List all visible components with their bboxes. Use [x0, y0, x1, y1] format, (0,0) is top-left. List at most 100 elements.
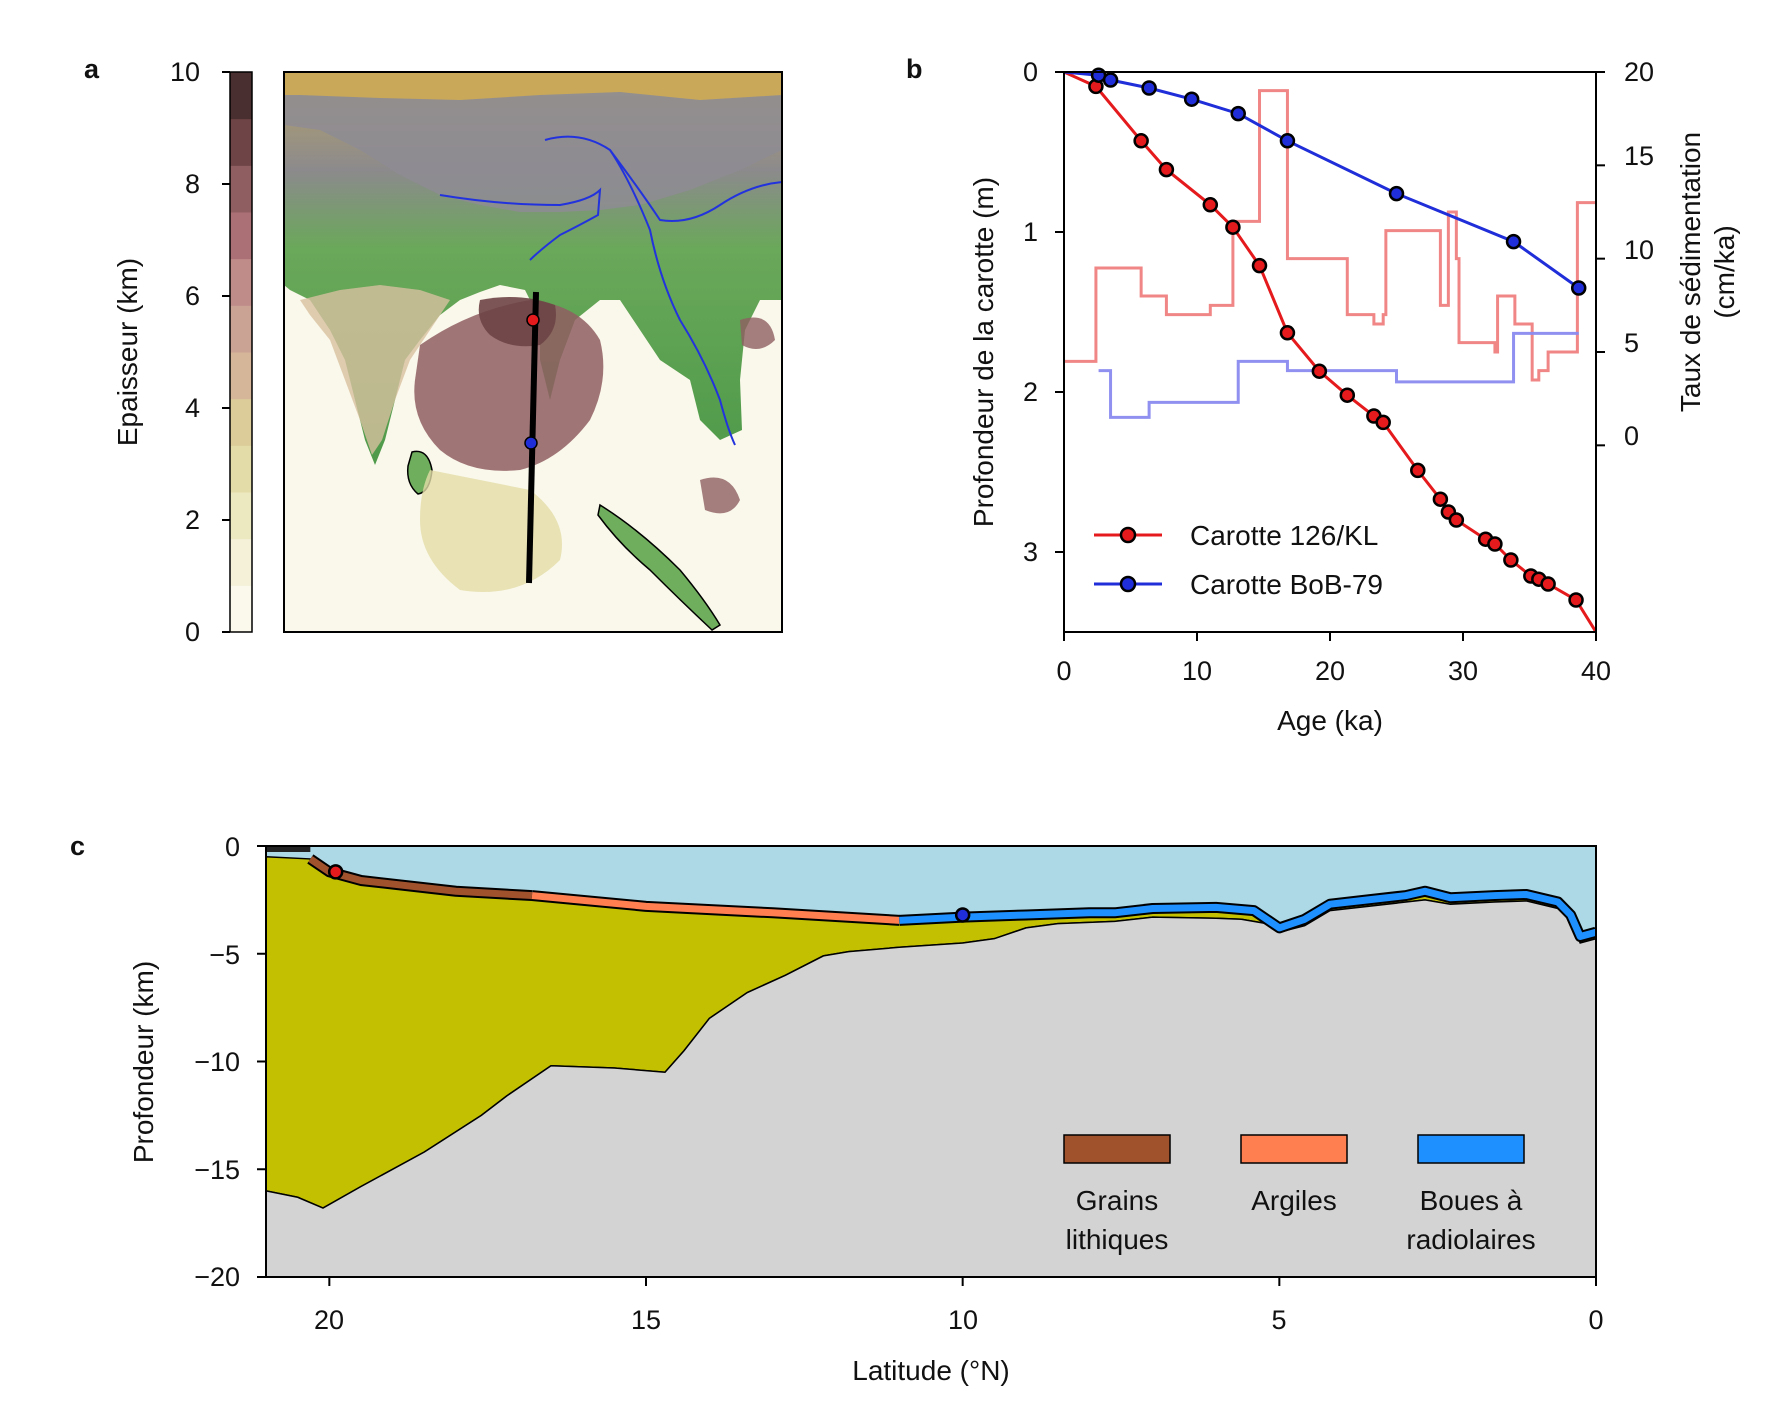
- data-point: [1251, 257, 1268, 274]
- colorbar-label: Epaisseur (km): [112, 258, 143, 446]
- colorbar-segment: [230, 118, 252, 166]
- plateau: [284, 72, 782, 212]
- x-tick-label: 10: [1182, 656, 1212, 686]
- rate-line: [1098, 331, 1579, 419]
- legend-label-126kl: Carotte 126/KL: [1190, 520, 1378, 551]
- sumatra: [597, 503, 722, 631]
- plot-c-tick-labels: 20 15 10 5 0 0 −5 −10 −15 −20: [194, 832, 1603, 1335]
- basin-northeast: [740, 317, 775, 349]
- colorbar-segment: [230, 212, 252, 260]
- river-east: [544, 135, 736, 446]
- y-tick-label: −15: [194, 1155, 240, 1185]
- x-tick-label: 0: [1056, 656, 1071, 686]
- x-tick-label: 15: [631, 1305, 661, 1335]
- data-point: [1570, 280, 1587, 296]
- legend-label-radiolarian-1: Boues à: [1420, 1185, 1523, 1216]
- colorbar-segment: [230, 165, 252, 213]
- data-point: [1311, 363, 1328, 379]
- colorbar-tick: 8: [185, 169, 200, 199]
- data-point: [1432, 491, 1449, 507]
- colorbar-segment: [230, 538, 252, 586]
- y-tick-label: 2: [1023, 377, 1038, 407]
- colorbar-segment: [230, 585, 252, 633]
- x-tick-label: 10: [948, 1305, 978, 1335]
- peninsula: [300, 285, 450, 455]
- legend-b: Carotte 126/KL Carotte BoB-79: [1094, 520, 1383, 600]
- colorbar-tick: 10: [170, 57, 200, 87]
- basin-east: [700, 477, 740, 514]
- colorbar-segment: [230, 305, 252, 353]
- panel-a-letter: a: [84, 54, 100, 84]
- colorbar: [229, 71, 253, 633]
- y-axis-label: Profondeur (km): [128, 961, 159, 1163]
- y2-axis-label-line1: Taux de sédimentation: [1675, 132, 1706, 412]
- data-point: [1568, 592, 1584, 608]
- depth-line: [1064, 72, 1580, 290]
- x-tick-label: 0: [1588, 1305, 1603, 1335]
- fan-thick: [414, 300, 604, 471]
- colorbar-tick: 4: [185, 393, 200, 423]
- data-point: [1202, 197, 1219, 213]
- x-tick-label: 40: [1581, 656, 1611, 686]
- data-point: [1230, 105, 1246, 122]
- data-point: [1410, 462, 1426, 479]
- y-axis-label: Profondeur de la carotte (m): [968, 177, 999, 527]
- section-areas: [266, 846, 1596, 1277]
- legend-swatch-lithic: [1063, 1134, 1171, 1164]
- y2-tick-label: 20: [1624, 57, 1654, 87]
- data-point: [1375, 414, 1391, 431]
- x-axis-label: Age (ka): [1277, 705, 1383, 736]
- data-point: [1279, 133, 1296, 149]
- colorbar-tick: 2: [185, 505, 200, 535]
- map-frame: [283, 71, 783, 633]
- x-tick-label: 20: [1315, 656, 1345, 686]
- y2-tick-label: 15: [1624, 141, 1654, 171]
- data-point: [1279, 325, 1296, 341]
- y-tick-label: 0: [1023, 57, 1038, 87]
- data-point: [1133, 133, 1149, 149]
- legend-label-clay: Argiles: [1251, 1185, 1337, 1216]
- legend-marker-126kl: [1119, 526, 1137, 544]
- colorbar-segment: [230, 398, 252, 446]
- map: [283, 71, 783, 633]
- y-tick-label: 1: [1023, 217, 1038, 247]
- y2-tick-label: 0: [1624, 421, 1639, 451]
- data-point: [1388, 185, 1405, 202]
- y2-axis-label-line2: (cm/ka): [1709, 225, 1740, 318]
- core-marker: [327, 864, 344, 880]
- legend-c: Grains lithiques Argiles Boues à radiola…: [1063, 1134, 1536, 1255]
- plot-b-axes: [1055, 71, 1605, 641]
- data-point: [1339, 387, 1356, 403]
- data-point: [1183, 91, 1200, 107]
- plot-c-axes: [257, 845, 1597, 1286]
- data-point: [1225, 219, 1241, 235]
- rate-line: [1064, 89, 1596, 382]
- basement-fill: [266, 899, 1596, 1277]
- colorbar-segment: [230, 445, 252, 493]
- panel-c-letter: c: [70, 831, 85, 861]
- data-point: [1102, 72, 1119, 88]
- y-tick-label: −20: [194, 1262, 240, 1292]
- river-brahmaputra-ganges: [439, 187, 602, 261]
- legend-marker-bob79: [1119, 575, 1137, 593]
- plot-c: [257, 845, 1597, 1286]
- y-tick-label: 0: [225, 832, 240, 862]
- legend-label-lithic-1: Grains: [1076, 1185, 1158, 1216]
- legend-label-lithic-2: lithiques: [1066, 1224, 1169, 1255]
- surface-layer: [531, 892, 900, 924]
- colorbar-segment: [230, 492, 252, 540]
- colorbar-frame: [229, 71, 253, 633]
- x-axis-label: Latitude (°N): [852, 1355, 1010, 1386]
- depth-markers: [1088, 67, 1587, 608]
- core-marker: [954, 907, 971, 923]
- y-tick-label: −10: [194, 1047, 240, 1077]
- legend-swatch-clay: [1240, 1134, 1348, 1164]
- x-tick-label: 30: [1448, 656, 1478, 686]
- northern-desert: [284, 72, 782, 100]
- y-tick-label: 3: [1023, 537, 1038, 567]
- data-point: [1503, 552, 1519, 568]
- data-point: [1487, 536, 1503, 552]
- legend-label-bob79: Carotte BoB-79: [1190, 569, 1383, 600]
- data-point: [1158, 161, 1175, 178]
